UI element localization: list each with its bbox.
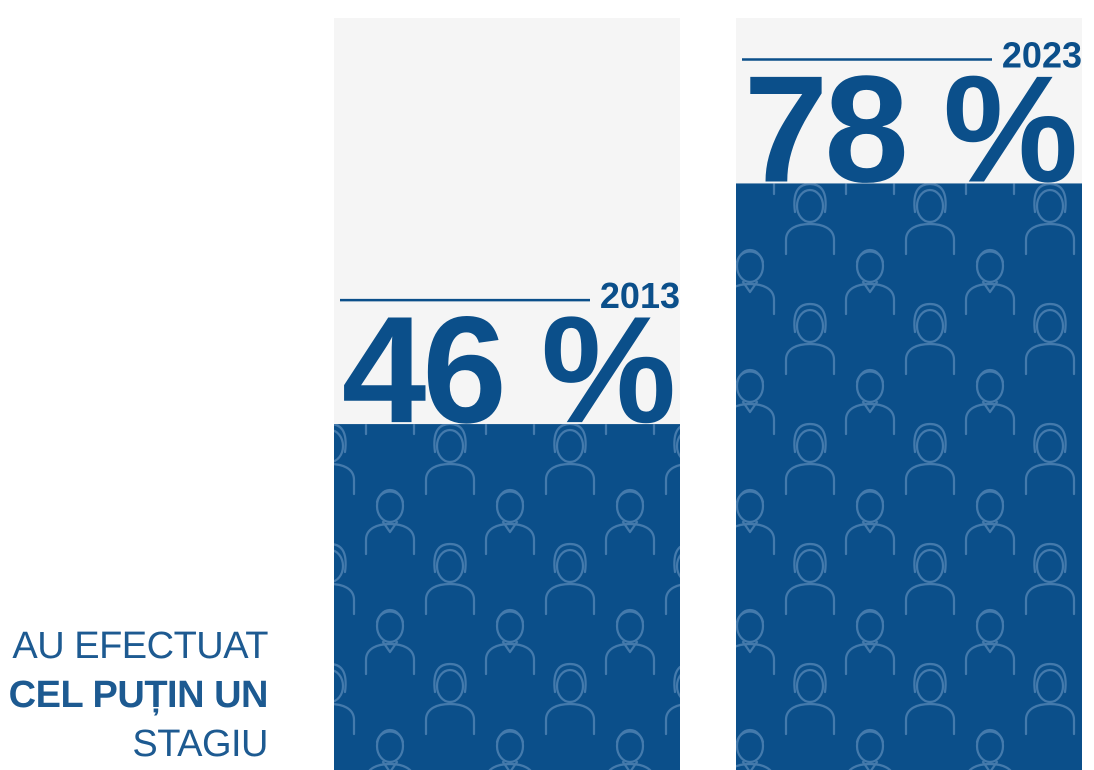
caption-line-3: STAGIU: [132, 723, 268, 765]
value-label-2023: 78 %: [744, 44, 1075, 214]
bar-pattern-2023: [736, 183, 1082, 770]
chart-caption: AU EFECTUAT CEL PUȚIN UN STAGIU: [8, 622, 269, 769]
value-label-2013: 46 %: [342, 285, 673, 455]
caption-line-2: CEL PUȚIN UN: [8, 674, 269, 716]
category-label-2013: 2013: [600, 275, 680, 316]
category-label-2023: 2023: [1002, 34, 1082, 75]
caption-line-1: AU EFECTUAT: [12, 625, 268, 667]
bar-pattern-2013: [334, 424, 680, 770]
